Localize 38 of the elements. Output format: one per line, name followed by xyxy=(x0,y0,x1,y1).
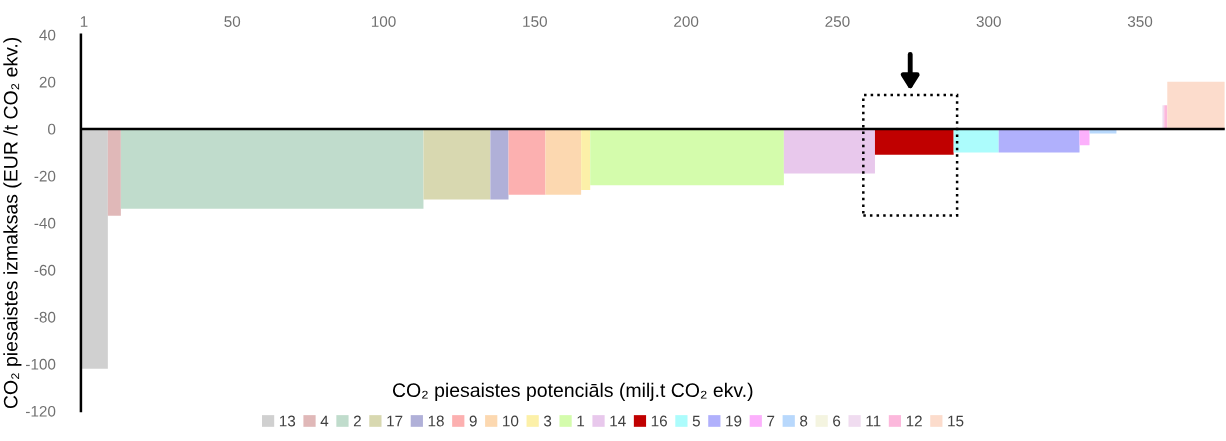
legend-label: 4 xyxy=(320,415,329,427)
x-tick-label: 1 xyxy=(80,16,88,27)
legend-label: 13 xyxy=(279,415,296,427)
legend-label: 17 xyxy=(387,415,403,427)
legend-label: 12 xyxy=(906,415,922,427)
y-tick-label: -80 xyxy=(34,311,56,323)
y-tick-label: -20 xyxy=(34,170,56,182)
y-tick-label: -120 xyxy=(26,405,56,417)
y-tick-label: -40 xyxy=(34,217,56,229)
legend-label: 5 xyxy=(692,415,700,427)
legend-label: 10 xyxy=(503,415,519,427)
legend-label: 14 xyxy=(610,415,626,427)
y-axis-title: CO₂ piesaistes izmaksas (EUR /t CO₂ ekv.) xyxy=(3,37,22,409)
legend-label: 16 xyxy=(651,415,667,427)
legend-label: 11 xyxy=(866,415,881,427)
legend-label: 3 xyxy=(543,415,552,427)
legend-label: 2 xyxy=(353,415,361,427)
y-tick-label: 20 xyxy=(39,76,56,88)
legend-label: 19 xyxy=(726,415,742,427)
x-tick-label: 150 xyxy=(523,16,547,27)
legend-label: 8 xyxy=(800,415,808,427)
legend-label: 9 xyxy=(469,415,477,427)
x-tick-label: 350 xyxy=(1127,16,1153,27)
legend-label: 7 xyxy=(767,415,775,427)
x-tick-label: 100 xyxy=(371,16,396,27)
legend-label: 6 xyxy=(833,415,841,427)
x-tick-label: 50 xyxy=(224,16,241,27)
y-tick-label: -60 xyxy=(34,264,56,276)
legend-label: 18 xyxy=(428,415,444,427)
y-tick-label: 40 xyxy=(39,29,56,41)
x-axis-title: CO₂ piesaistes potenciāls (milj.t CO₂ ekv.) xyxy=(392,382,753,401)
y-tick-label: 0 xyxy=(48,123,56,135)
x-tick-label: 300 xyxy=(976,16,1001,27)
legend-label: 15 xyxy=(948,415,964,427)
y-tick-label: -100 xyxy=(26,358,56,370)
x-tick-label: 200 xyxy=(674,16,699,27)
legend-label: 1 xyxy=(577,415,585,427)
x-tick-label: 250 xyxy=(825,16,850,27)
